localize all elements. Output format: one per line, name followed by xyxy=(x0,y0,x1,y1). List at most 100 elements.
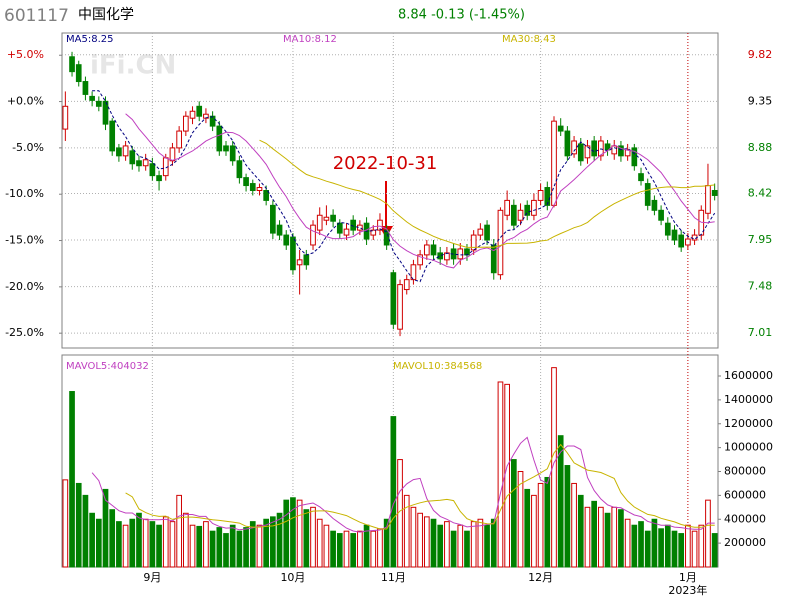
volume-bar xyxy=(564,465,571,568)
volume-bar xyxy=(584,506,591,568)
ma30-label: MA30:8.43 xyxy=(502,34,556,45)
candle-body xyxy=(403,279,410,291)
candle-body xyxy=(685,238,691,246)
quote: 8.84 -0.13 (-1.45%) xyxy=(398,8,525,23)
stock-code: 601117 xyxy=(4,6,69,26)
volume-bar xyxy=(557,435,564,568)
volume-bar xyxy=(671,530,678,568)
candle-body xyxy=(229,145,236,162)
volume-tick-label: 1000000 xyxy=(724,441,773,454)
volume-bar xyxy=(316,518,323,568)
volume-bar xyxy=(323,524,330,568)
candle-body xyxy=(510,204,517,226)
volume-bar xyxy=(604,512,611,568)
volume-tick-label: 800000 xyxy=(724,465,766,478)
volume-bar xyxy=(611,506,618,568)
mavol5-label: MAVOL5:404032 xyxy=(66,361,149,372)
candle-body xyxy=(410,264,417,281)
volume-bar xyxy=(691,530,698,568)
volume-ma-line xyxy=(91,436,715,533)
volume-bar xyxy=(685,524,691,568)
volume-bar xyxy=(182,512,189,568)
candle-body xyxy=(638,173,644,182)
candle-body xyxy=(484,224,490,241)
candle-body xyxy=(497,209,504,276)
volume-bar xyxy=(504,383,510,568)
volume-bar xyxy=(363,524,370,568)
price-ma-line xyxy=(259,139,715,248)
volume-bar xyxy=(477,518,484,568)
candle-body xyxy=(390,272,397,325)
percent-tick-label: +5.0% xyxy=(7,48,44,61)
candle-body xyxy=(263,190,270,201)
candle-body xyxy=(236,160,243,179)
candle-body xyxy=(290,236,296,271)
candle-body xyxy=(591,140,598,157)
candle-body xyxy=(477,228,484,236)
candle-body xyxy=(631,147,638,167)
volume-bar xyxy=(357,530,363,568)
candle-body xyxy=(537,190,544,201)
volume-bar xyxy=(638,521,644,568)
candle-body xyxy=(644,183,651,206)
volume-tick-label: 600000 xyxy=(724,488,766,501)
candle-body xyxy=(705,185,711,214)
candle-body xyxy=(671,229,678,241)
percent-tick-label: -25.0% xyxy=(5,326,44,339)
volume-bar xyxy=(109,509,116,568)
volume-bar xyxy=(551,367,557,568)
volume-bar xyxy=(276,512,283,568)
candle-body xyxy=(136,160,142,167)
candle-body xyxy=(571,140,577,155)
volume-bar xyxy=(236,530,243,568)
volume-tick-label: 1400000 xyxy=(724,393,773,406)
price-tick-label: 7.48 xyxy=(748,280,773,293)
candle-body xyxy=(343,228,350,236)
price-tick-label: 7.01 xyxy=(748,326,773,339)
volume-bar xyxy=(189,524,196,568)
candle-body xyxy=(216,125,223,152)
volume-bar xyxy=(223,533,229,568)
candle-body xyxy=(464,248,470,256)
candle-body xyxy=(336,222,343,234)
volume-bar xyxy=(664,524,671,568)
candle-body xyxy=(116,147,122,157)
volume-bar xyxy=(544,476,551,568)
candle-body xyxy=(256,187,263,192)
volume-bar xyxy=(69,391,75,568)
volume-ma-line xyxy=(125,443,715,530)
candle-body xyxy=(276,224,283,236)
volume-bar xyxy=(705,499,711,568)
volume-bar xyxy=(591,500,598,568)
month-label: 9月 xyxy=(143,571,161,584)
volume-bar xyxy=(470,521,477,568)
candle-body xyxy=(209,115,216,127)
volume-bar xyxy=(209,530,216,568)
candle-body xyxy=(149,163,156,177)
candle-body xyxy=(69,56,75,73)
volume-bar xyxy=(350,533,357,568)
candle-body xyxy=(711,190,718,196)
candle-body xyxy=(383,229,390,246)
volume-bar xyxy=(116,521,122,568)
month-label: 1月 xyxy=(679,571,697,584)
volume-bar xyxy=(658,528,664,568)
year-label: 2023年 xyxy=(668,583,707,597)
percent-tick-label: -10.0% xyxy=(5,187,44,200)
candle-body xyxy=(89,95,95,101)
volume-bar xyxy=(624,518,631,568)
volume-bar xyxy=(383,518,390,568)
candle-body xyxy=(470,234,477,251)
candle-body xyxy=(270,204,276,234)
candle-body xyxy=(377,219,383,231)
volume-bar xyxy=(102,488,109,568)
candle-body xyxy=(577,143,584,162)
percent-tick-label: +0.0% xyxy=(7,95,44,108)
watermark: iFi.CN xyxy=(90,51,176,81)
candle-body xyxy=(423,244,430,256)
volume-bar xyxy=(450,530,457,568)
volume-bar xyxy=(698,524,705,568)
candle-body xyxy=(457,248,464,260)
volume-bar xyxy=(464,530,470,568)
candle-body xyxy=(95,100,102,107)
